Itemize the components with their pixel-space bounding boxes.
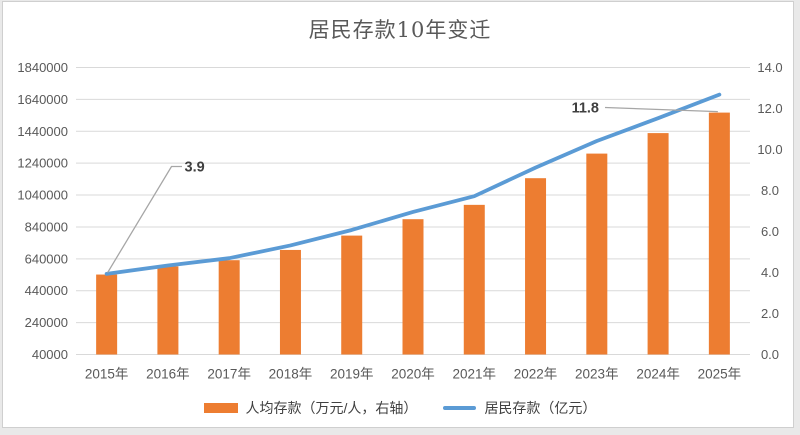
x-axis-tick-label: 2021年 bbox=[452, 367, 496, 382]
legend-item-line-series: 居民存款（亿元） bbox=[443, 398, 596, 418]
x-axis-tick-labels: 2015年 2016年 2017年 2018年 2019年 2020年 2021年 2022年… bbox=[85, 367, 741, 382]
right-axis-tick-label: 10.0 bbox=[757, 142, 782, 157]
bar-2021 bbox=[463, 204, 485, 355]
left-axis-tick-label: 640000 bbox=[25, 251, 68, 266]
legend-line-label: 居民存款（亿元） bbox=[484, 400, 597, 416]
bar-2020 bbox=[402, 219, 424, 355]
annotation-leader-line bbox=[604, 106, 718, 113]
annotation-label: 11.8 bbox=[572, 101, 599, 117]
left-axis-tick-label: 1640000 bbox=[17, 92, 68, 107]
right-axis-tick-label: 6.0 bbox=[761, 224, 779, 239]
bar-2019 bbox=[341, 235, 363, 355]
right-axis-tick-label: 8.0 bbox=[761, 183, 779, 198]
x-axis-tick-label: 2017年 bbox=[207, 367, 251, 382]
bar-value-annotations: 3.9 11.8 bbox=[107, 101, 718, 273]
left-axis-tick-label: 1240000 bbox=[17, 156, 68, 171]
legend-bar-label: 人均存款（万元/人，右轴） bbox=[245, 400, 418, 416]
x-axis-tick-label: 2022年 bbox=[514, 367, 558, 382]
right-axis-tick-label: 14.0 bbox=[757, 60, 782, 75]
x-axis-tick-label: 2018年 bbox=[269, 367, 313, 382]
bar-2016 bbox=[157, 266, 179, 355]
bar-2023 bbox=[586, 153, 608, 355]
x-axis-tick-label: 2024年 bbox=[636, 367, 680, 382]
x-axis-tick-label: 2020年 bbox=[391, 367, 435, 382]
right-axis-tick-label: 4.0 bbox=[761, 265, 779, 280]
bar-2017 bbox=[218, 260, 240, 355]
gridlines bbox=[76, 67, 750, 355]
annotation-leader-line bbox=[107, 165, 182, 273]
left-axis-tick-label: 440000 bbox=[25, 283, 68, 298]
annotation-label: 3.9 bbox=[185, 160, 205, 176]
legend: 人均存款（万元/人，右轴） 居民存款（亿元） bbox=[0, 398, 800, 418]
chart-title: 居民存款10年变迁 bbox=[308, 18, 492, 42]
bar-2025 bbox=[708, 112, 730, 355]
x-axis-tick-label: 2025年 bbox=[698, 367, 742, 382]
right-axis-tick-label: 0.0 bbox=[761, 347, 779, 362]
right-axis-tick-label: 12.0 bbox=[757, 101, 782, 116]
bar-2022 bbox=[525, 178, 547, 355]
left-axis-tick-label: 1040000 bbox=[17, 188, 68, 203]
right-axis-tick-labels: 0.0 2.0 4.0 6.0 8.0 10.0 12.0 14.0 bbox=[757, 60, 782, 362]
left-axis-tick-label: 1840000 bbox=[17, 60, 68, 75]
left-axis-tick-label: 840000 bbox=[25, 219, 68, 234]
bar-2024 bbox=[647, 133, 669, 355]
x-axis-tick-label: 2016年 bbox=[146, 367, 190, 382]
bar-series bbox=[96, 112, 730, 355]
left-axis-tick-label: 1440000 bbox=[17, 124, 68, 139]
x-axis-tick-label: 2019年 bbox=[330, 367, 374, 382]
bar-2015 bbox=[96, 274, 118, 355]
left-axis-tick-labels: 40000 240000 440000 640000 840000 1040000 1240… bbox=[17, 60, 68, 362]
left-axis-tick-label: 40000 bbox=[32, 347, 68, 362]
legend-bar-swatch-icon bbox=[203, 403, 238, 413]
x-axis-tick-label: 2015年 bbox=[85, 367, 129, 382]
x-axis-tick-label: 2023年 bbox=[575, 367, 619, 382]
right-axis-tick-label: 2.0 bbox=[761, 306, 779, 321]
line-series bbox=[104, 92, 722, 276]
left-axis-tick-label: 240000 bbox=[25, 315, 68, 330]
legend-line-swatch-icon bbox=[443, 406, 477, 410]
bar-2018 bbox=[279, 249, 301, 355]
legend-item-bar-series: 人均存款（万元/人，右轴） bbox=[203, 398, 418, 418]
